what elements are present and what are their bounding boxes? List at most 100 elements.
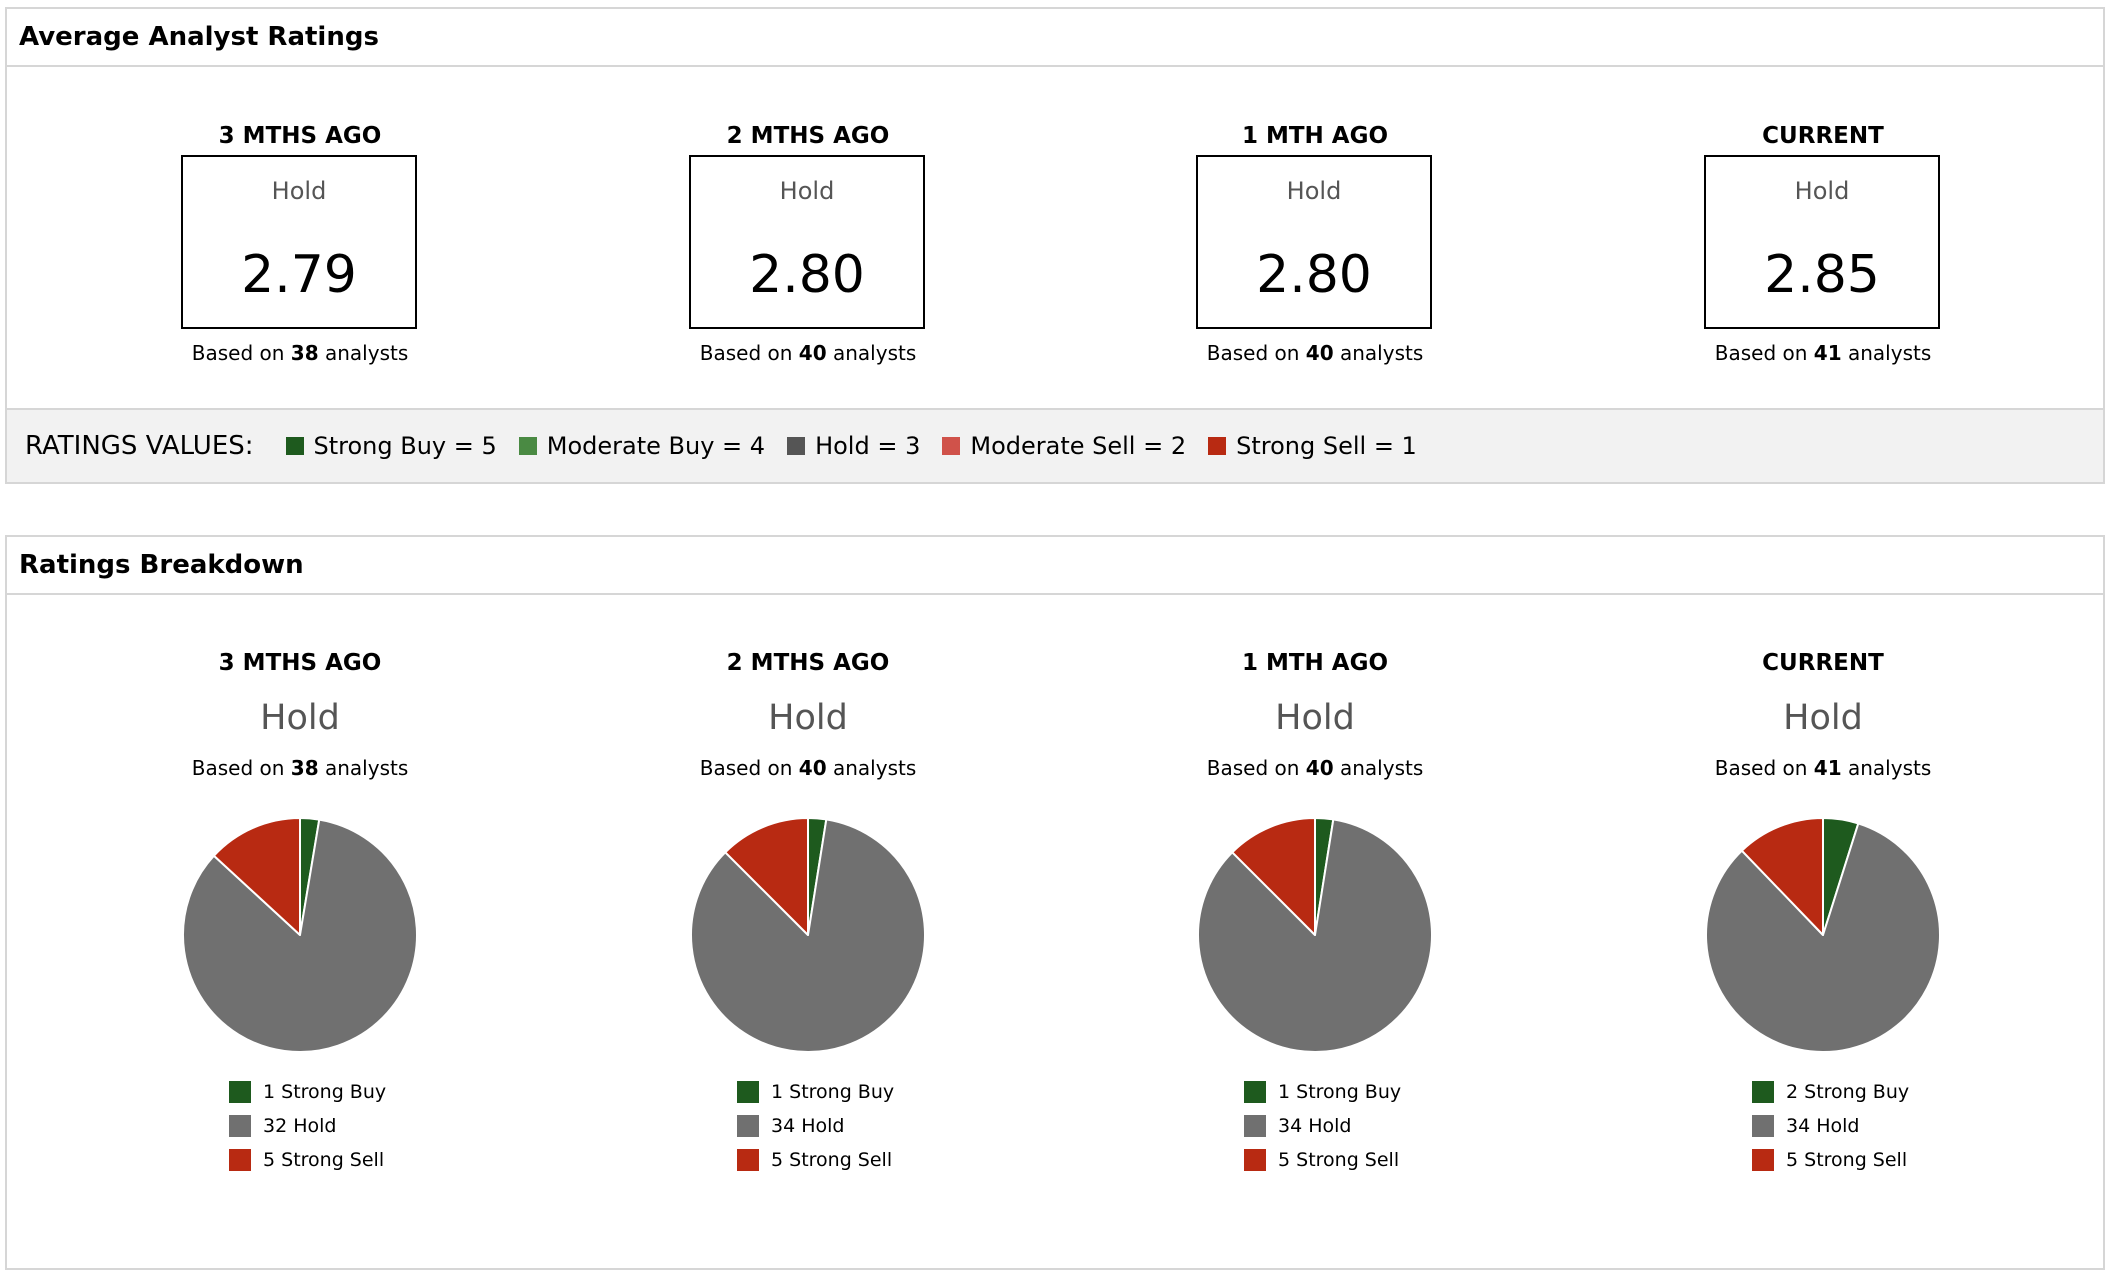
pie-legend: 1 Strong Buy 32 Hold 5 Strong Sell [229,1075,386,1177]
legend-item-strong-sell: Strong Sell = 1 [1208,432,1417,460]
legend-item: 34 Hold [1752,1109,1909,1143]
panel-title: Average Analyst Ratings [7,9,2103,67]
rating-box: Hold 2.85 [1704,155,1940,329]
swatch-strong-buy [1244,1081,1266,1103]
legend-title: RATINGS VALUES: [25,431,254,461]
ratings-breakdown-panel: Ratings Breakdown 3 MTHS AGO Hold Based … [5,535,2105,1270]
legend-item: 5 Strong Sell [229,1143,386,1177]
avg-col-current: CURRENT [1593,123,2053,149]
legend-item: 5 Strong Sell [1752,1143,1909,1177]
legend-item: 32 Hold [229,1109,386,1143]
rating-text: Hold [1286,177,1342,205]
rating-text: Hold [260,698,340,738]
swatch-strong-buy [737,1081,759,1103]
legend-item: 34 Hold [737,1109,894,1143]
rating-box: Hold 2.80 [689,155,925,329]
rating-text: Hold [1794,177,1850,205]
swatch-strong-sell [1208,437,1227,455]
analyst-count: 40 [798,341,827,365]
rating-text: Hold [779,177,835,205]
swatch-strong-sell [737,1149,759,1171]
pie-chart-current [1705,817,1941,1053]
rating-text: Hold [1783,698,1863,738]
pie-slice-strong-sell [724,817,809,936]
based-on-text: Based on 40 analysts [1206,756,1424,780]
pie-slice-strong-sell [1231,817,1316,936]
rating-score: 2.80 [749,245,865,305]
legend-item: 1 Strong Buy [1244,1075,1401,1109]
average-analyst-ratings-panel: Average Analyst Ratings 3 MTHS AGO Hold … [5,7,2105,484]
based-on-text: Based on 41 analysts [1714,756,1932,780]
rating-score: 2.80 [1256,245,1372,305]
legend-item-strong-buy: Strong Buy = 5 [285,432,497,460]
breakdown-col-3-months: 3 MTHS AGO Hold Based on 38 analysts [70,650,530,780]
breakdown-col-current: CURRENT Hold Based on 41 analysts [1593,650,2053,780]
legend-item: 2 Strong Buy [1752,1075,1909,1109]
rating-box: Hold 2.79 [181,155,417,329]
rating-score: 2.79 [241,245,357,305]
analyst-count: 40 [1305,341,1334,365]
legend-item: 5 Strong Sell [1244,1143,1401,1177]
pie-legend: 1 Strong Buy 34 Hold 5 Strong Sell [737,1075,894,1177]
legend-item: 5 Strong Sell [737,1143,894,1177]
based-on-text: Based on 40 analysts [699,756,917,780]
legend-item: 1 Strong Buy [737,1075,894,1109]
period-label: CURRENT [1762,123,1884,149]
period-label: 3 MTHS AGO [218,123,382,149]
analyst-count: 41 [1813,341,1842,365]
analyst-count: 38 [290,756,319,780]
period-label: 2 MTHS AGO [726,123,890,149]
swatch-strong-sell [1752,1149,1774,1171]
legend-item-moderate-buy: Moderate Buy = 4 [518,432,765,460]
breakdown-col-1-month: 1 MTH AGO Hold Based on 40 analysts [1085,650,1545,780]
period-label: CURRENT [1762,650,1884,676]
period-label: 2 MTHS AGO [726,650,890,676]
pie-legend: 2 Strong Buy 34 Hold 5 Strong Sell [1752,1075,1909,1177]
pie-chart-1-month [1197,817,1433,1053]
swatch-strong-sell [229,1149,251,1171]
panel-title: Ratings Breakdown [7,537,2103,595]
analyst-count: 40 [1305,756,1334,780]
pie-slice-strong-sell [212,817,301,936]
based-on-text: Based on 38 analysts [191,341,409,365]
based-on-text: Based on 40 analysts [699,341,917,365]
rating-box: Hold 2.80 [1196,155,1432,329]
analyst-count: 38 [290,341,319,365]
ratings-values-legend: RATINGS VALUES: Strong Buy = 5 Moderate … [7,408,2103,482]
swatch-strong-buy [1752,1081,1774,1103]
swatch-hold [1244,1115,1266,1137]
pie-slice-strong-sell [1740,817,1824,936]
legend-item-hold: Hold = 3 [787,432,920,460]
analyst-count: 40 [798,756,827,780]
period-label: 1 MTH AGO [1241,123,1389,149]
swatch-hold [229,1115,251,1137]
avg-col-1-month: 1 MTH AGO [1085,123,1545,149]
swatch-strong-buy [229,1081,251,1103]
rating-score: 2.85 [1764,245,1880,305]
legend-item: 34 Hold [1244,1109,1401,1143]
pie-legend: 1 Strong Buy 34 Hold 5 Strong Sell [1244,1075,1401,1177]
rating-text: Hold [1275,698,1355,738]
pie-chart-3-months [182,817,418,1053]
avg-col-2-months: 2 MTHS AGO [578,123,1038,149]
pie-chart-2-months [690,817,926,1053]
analyst-count: 41 [1813,756,1842,780]
period-label: 3 MTHS AGO [218,650,382,676]
swatch-strong-sell [1244,1149,1266,1171]
breakdown-col-2-months: 2 MTHS AGO Hold Based on 40 analysts [578,650,1038,780]
legend-item: 1 Strong Buy [229,1075,386,1109]
swatch-moderate-sell [942,437,961,455]
swatch-hold [737,1115,759,1137]
swatch-moderate-buy [518,437,537,455]
swatch-hold [787,437,806,455]
legend-item-moderate-sell: Moderate Sell = 2 [942,432,1186,460]
swatch-hold [1752,1115,1774,1137]
based-on-text: Based on 40 analysts [1206,341,1424,365]
rating-text: Hold [271,177,327,205]
pie-slice-hold [1705,822,1941,1053]
rating-text: Hold [768,698,848,738]
based-on-text: Based on 38 analysts [191,756,409,780]
avg-col-3-months: 3 MTHS AGO [70,123,530,149]
based-on-text: Based on 41 analysts [1714,341,1932,365]
swatch-strong-buy [285,437,304,455]
